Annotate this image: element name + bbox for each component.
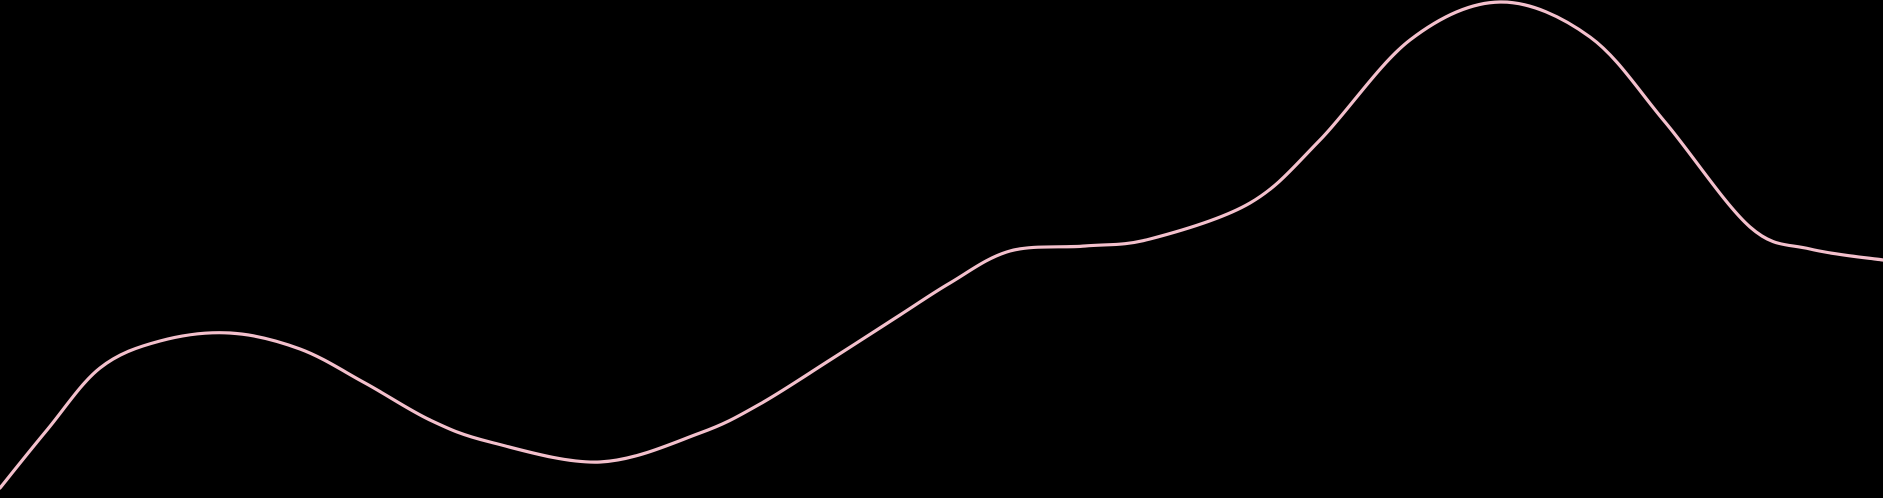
wave-chart-svg [0,0,1883,490]
wave-curve-path [0,0,1883,490]
wave-chart [0,0,1883,490]
